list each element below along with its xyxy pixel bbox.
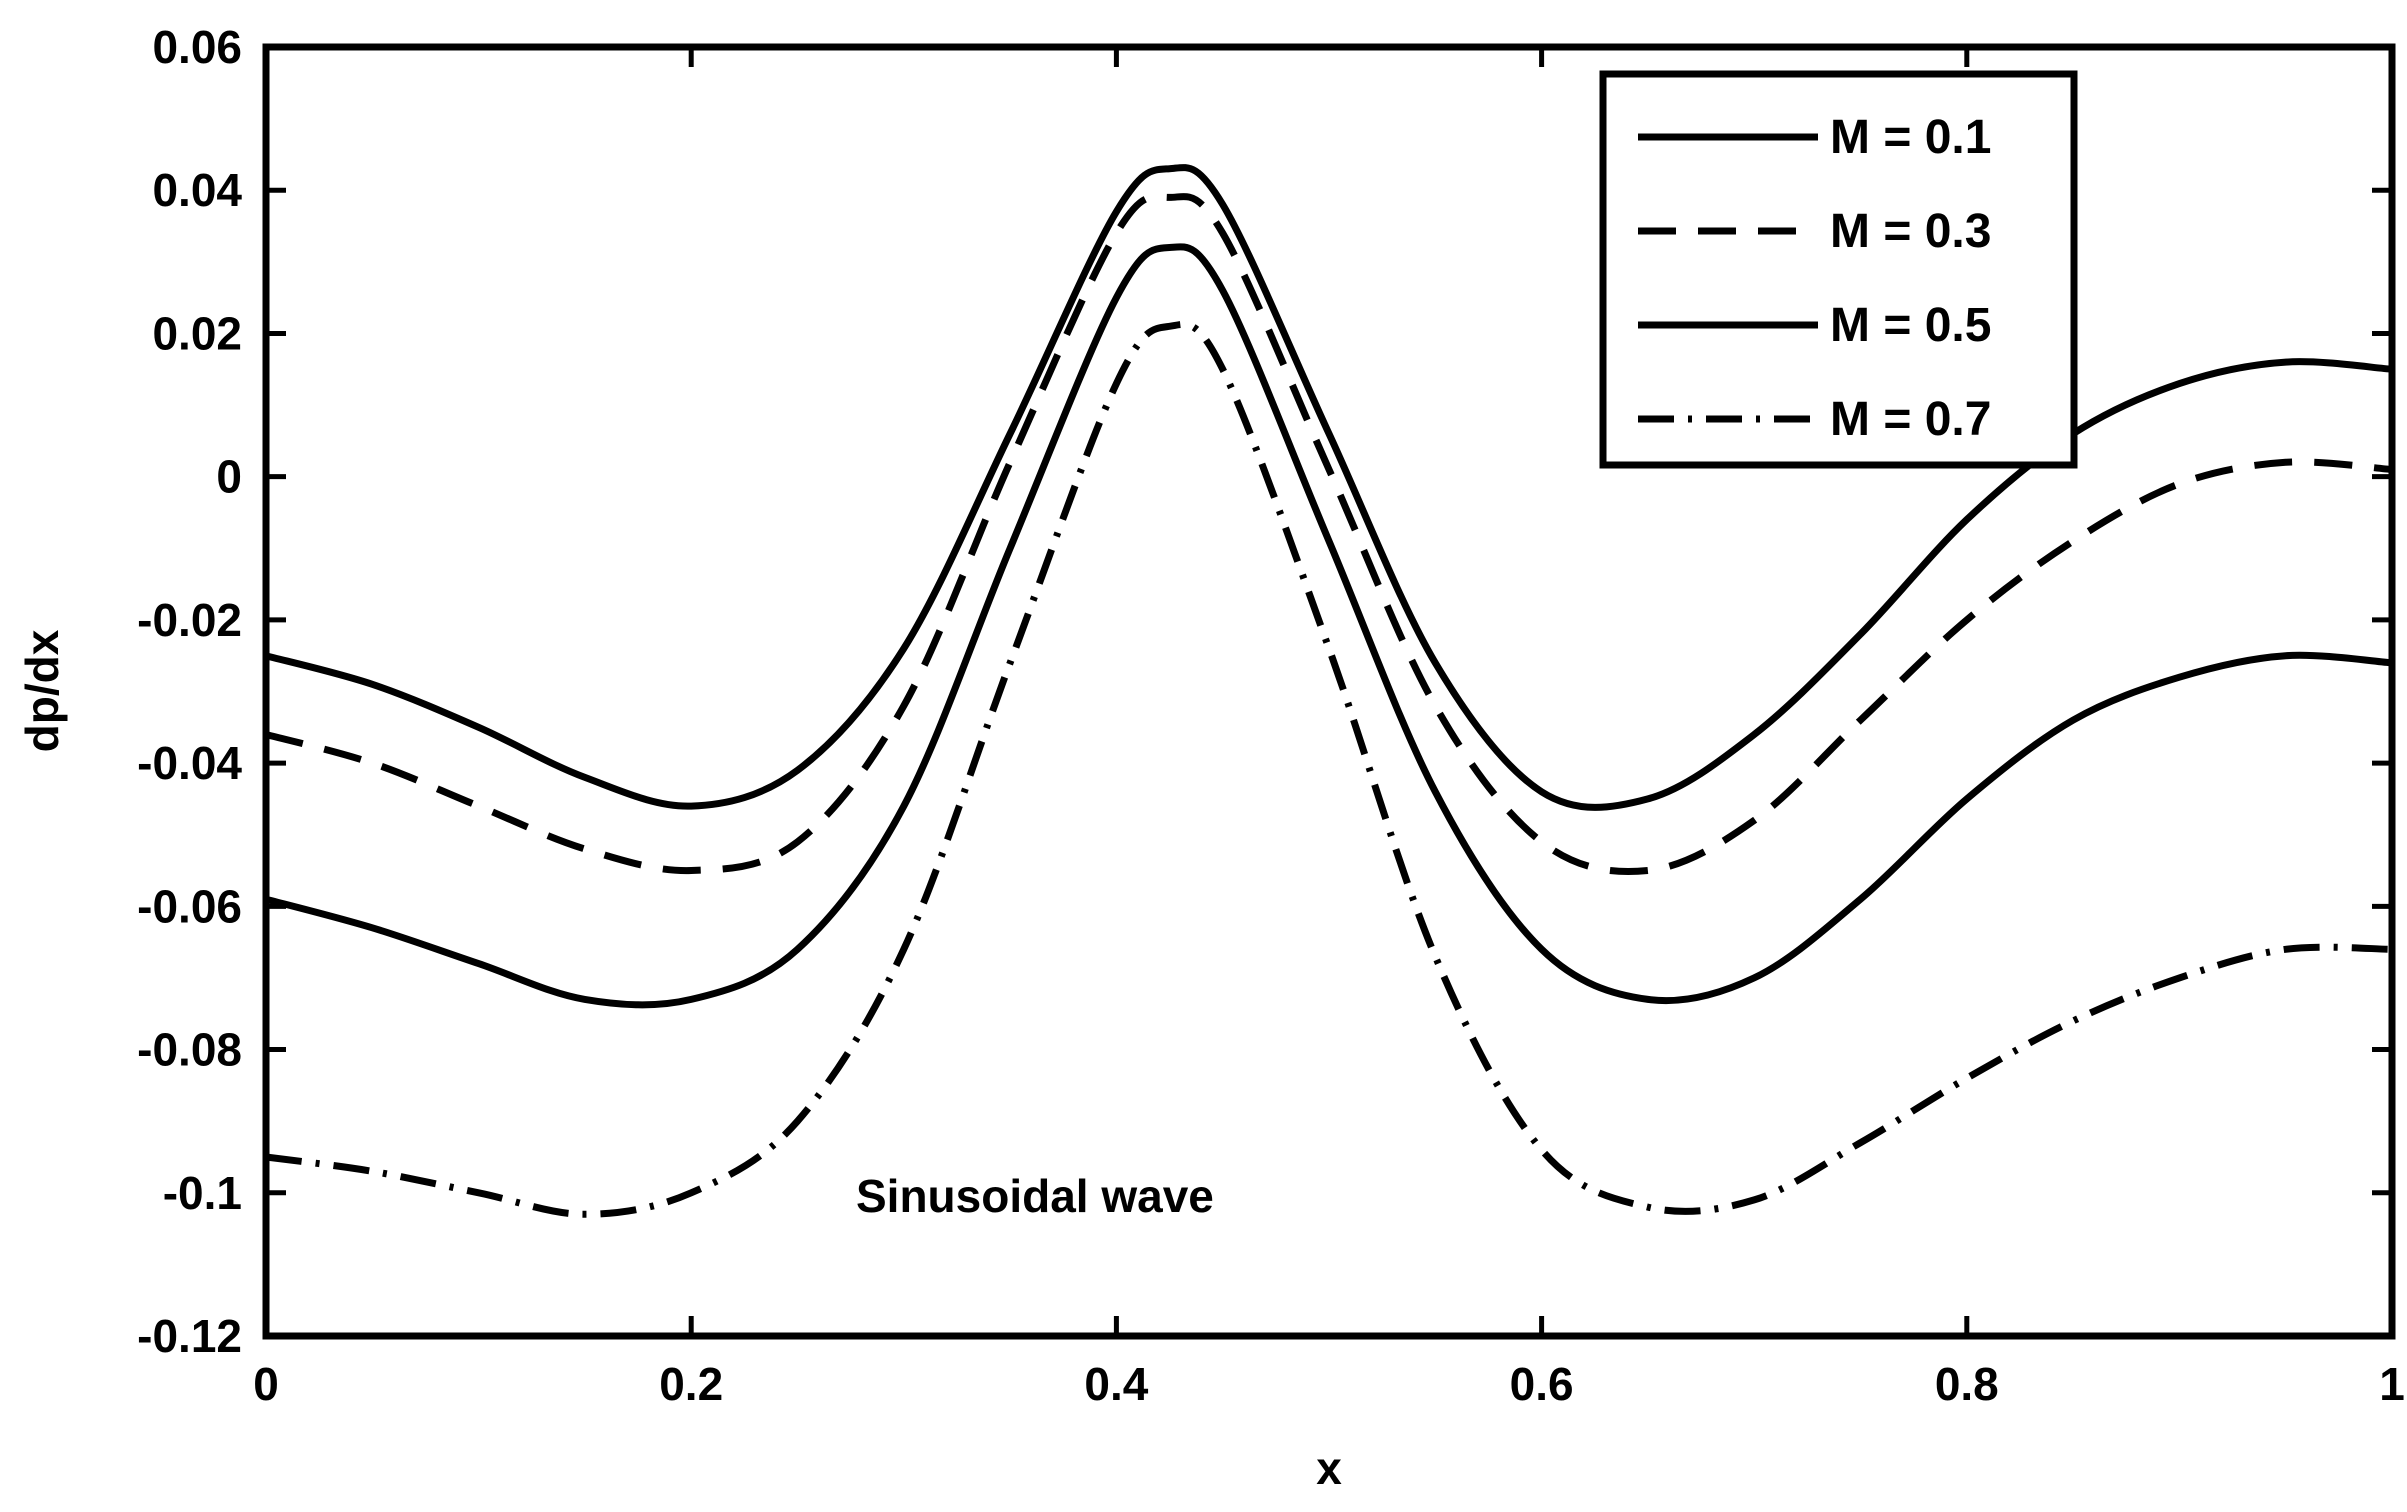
annotation-sinusoidal-wave: Sinusoidal wave bbox=[856, 1170, 1214, 1222]
axes-frame bbox=[262, 43, 2396, 1340]
x-axis-label: x bbox=[1316, 1442, 1342, 1494]
legend-label-m-0-5: M = 0.5 bbox=[1830, 299, 1991, 352]
y-tick-label: 0 bbox=[216, 451, 242, 503]
y-tick-label: -0.04 bbox=[137, 737, 242, 789]
series-lines bbox=[265, 164, 2393, 1218]
y-tick-label: 0.04 bbox=[152, 164, 242, 216]
x-tick-label: 0.2 bbox=[659, 1358, 723, 1410]
y-tick-label: -0.02 bbox=[137, 594, 242, 646]
y-tick-label: -0.08 bbox=[137, 1024, 242, 1076]
legend-items: M = 0.1 M = 0.3 M = 0.5 M = 0.7 bbox=[1638, 111, 1991, 446]
x-tick-label: 0.6 bbox=[1510, 1358, 1574, 1410]
series-line-m-0-5 bbox=[265, 243, 2393, 1009]
y-axis-label: dp/dx bbox=[16, 629, 68, 752]
y-tick-label: 0.06 bbox=[152, 21, 242, 73]
x-tick-label: 0 bbox=[253, 1358, 279, 1410]
y-tick-label: -0.12 bbox=[137, 1310, 242, 1362]
x-tick-label: 0.4 bbox=[1084, 1358, 1148, 1410]
legend-label-m-0-3: M = 0.3 bbox=[1830, 205, 1991, 258]
legend: M = 0.1 M = 0.3 M = 0.5 M = 0.7 bbox=[1599, 70, 2078, 469]
y-tick-label: 0.02 bbox=[152, 307, 242, 359]
legend-label-m-0-1: M = 0.1 bbox=[1830, 111, 1991, 164]
series-line-m-0-7 bbox=[265, 320, 2393, 1218]
y-tick-label: -0.1 bbox=[163, 1167, 242, 1219]
series-line-m-0-1 bbox=[265, 164, 2393, 811]
legend-label-m-0-7: M = 0.7 bbox=[1830, 393, 1991, 446]
y-tick-label: -0.06 bbox=[137, 880, 242, 932]
x-tick-label: 1 bbox=[2379, 1358, 2405, 1410]
series-line-m-0-3 bbox=[265, 193, 2393, 876]
x-axis-ticks: 0 0.2 0.4 0.6 0.8 1 bbox=[253, 47, 2405, 1410]
x-tick-label: 0.8 bbox=[1935, 1358, 1999, 1410]
